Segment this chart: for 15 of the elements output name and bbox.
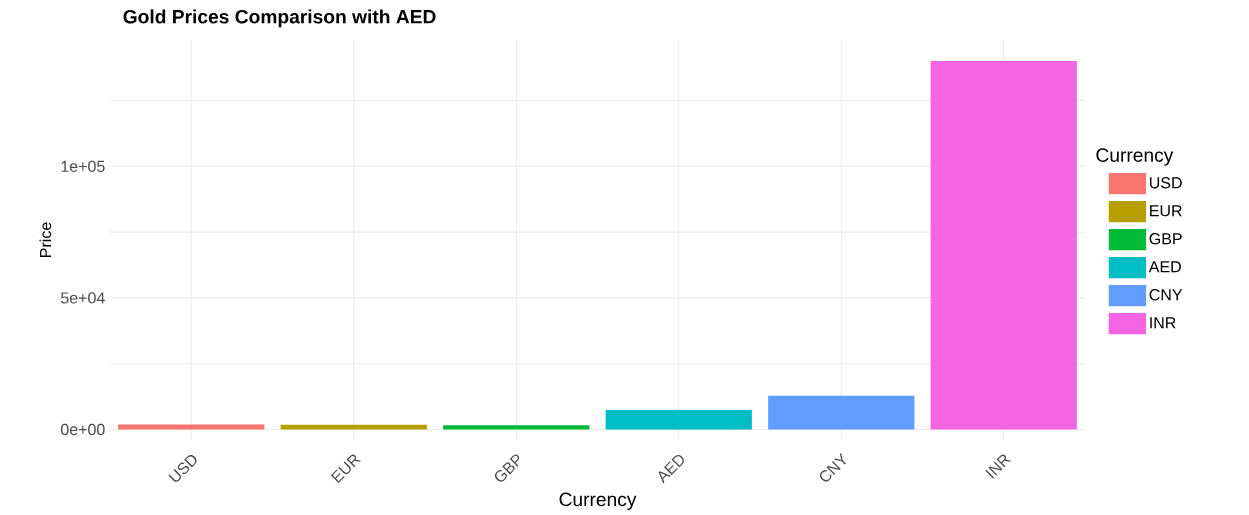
legend-title: Currency [1096, 148, 1174, 166]
y-tick-label: 1e+05 [61, 160, 105, 172]
legend-label: GBP [1149, 233, 1182, 245]
legend-label: CNY [1149, 289, 1183, 301]
legend-label: AED [1148, 261, 1181, 273]
x-tick-label: USD [168, 455, 197, 482]
y-axis-title: Price [39, 222, 52, 257]
x-axis-title: Currency [559, 492, 637, 510]
legend-label: USD [1150, 177, 1182, 189]
legend-label: INR [1150, 317, 1176, 329]
y-tick-label: 0e+00 [60, 423, 105, 436]
chart-title: Gold Prices Comparison with AED [123, 9, 436, 28]
legend-label: EUR [1150, 205, 1182, 217]
y-tick-label: 5e+04 [61, 292, 105, 304]
x-tick-label: INR [985, 454, 1012, 479]
